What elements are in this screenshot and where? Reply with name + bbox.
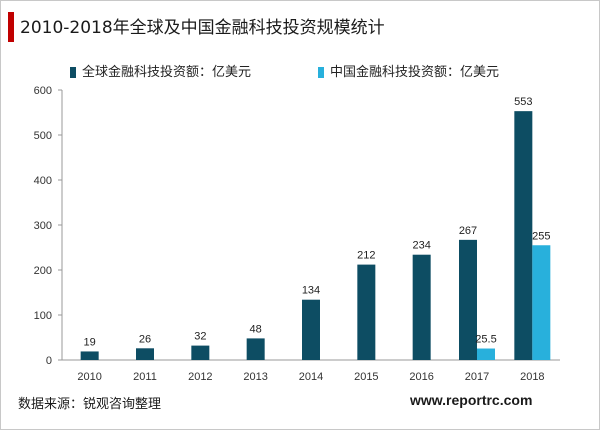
x-tick-label: 2017 [465, 371, 489, 383]
bar-global [302, 299, 320, 360]
x-tick-label: 2011 [133, 371, 157, 383]
data-label-global: 48 [250, 323, 262, 335]
bar-global [80, 351, 99, 360]
legend-label-global: 全球金融科技投资额：亿美元 [82, 65, 252, 80]
legend-swatch-global [70, 67, 76, 78]
bar-global [191, 345, 210, 360]
data-label-global: 553 [514, 96, 532, 108]
y-tick-label: 100 [34, 310, 52, 322]
bar-global [514, 111, 533, 361]
bar-global [459, 239, 477, 360]
title-accent-bar [8, 12, 14, 42]
legend-item-global: 全球金融科技投资额：亿美元 [70, 61, 251, 80]
y-tick-label: 600 [34, 85, 52, 97]
website-url: www.reportrc.com [410, 392, 533, 408]
data-label-china: 25.5 [475, 334, 496, 346]
chart-title: 2010-2018年全球及中国金融科技投资规模统计 [20, 18, 385, 38]
data-label-global: 32 [194, 331, 206, 343]
y-tick-label: 300 [34, 220, 52, 232]
x-tick-label: 2016 [409, 371, 433, 383]
x-tick-label: 2013 [243, 371, 267, 383]
legend-swatch-china [318, 67, 324, 78]
x-tick-label: 2012 [188, 371, 212, 383]
bar-global [357, 264, 376, 360]
bar-china [532, 245, 551, 360]
data-label-global: 26 [139, 333, 151, 345]
bar-global [412, 254, 431, 360]
legend-item-china: 中国金融科技投资额：亿美元 [318, 61, 499, 80]
y-tick-label: 0 [46, 355, 52, 367]
data-label-global: 19 [84, 336, 96, 348]
bar-global [246, 338, 265, 360]
x-tick-label: 2018 [520, 371, 544, 383]
data-label-global: 134 [302, 285, 320, 297]
y-tick-label: 400 [34, 175, 52, 187]
y-tick-label: 200 [34, 265, 52, 277]
data-label-global: 234 [412, 240, 430, 252]
y-tick-label: 500 [34, 130, 52, 142]
x-tick-label: 2015 [354, 371, 378, 383]
x-tick-label: 2014 [299, 371, 323, 383]
data-source: 数据来源：锐观咨询整理 [18, 397, 162, 412]
x-tick-label: 2010 [77, 371, 101, 383]
data-label-global: 212 [357, 250, 375, 262]
data-label-china: 255 [532, 230, 550, 242]
data-label-global: 267 [459, 225, 477, 237]
legend-label-china: 中国金融科技投资额：亿美元 [330, 65, 500, 80]
bar-global [136, 348, 154, 360]
bar-china [477, 348, 495, 360]
